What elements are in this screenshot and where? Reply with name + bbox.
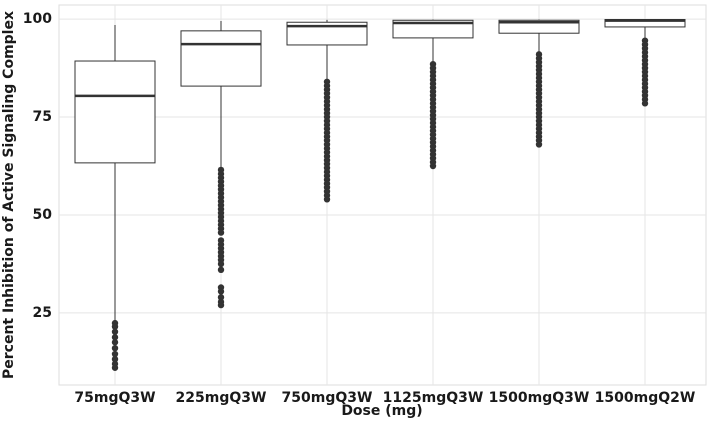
x-tick-label: 1500mgQ3W	[489, 390, 590, 406]
outlier	[111, 323, 119, 330]
panel	[58, 4, 707, 386]
outlier	[217, 260, 225, 268]
box	[74, 60, 156, 164]
box	[498, 19, 580, 34]
x-axis-label: Dose (mg)	[341, 403, 422, 419]
outlier	[217, 266, 225, 274]
outlier	[111, 328, 119, 335]
x-tick-label: 1125mgQ3W	[383, 390, 484, 406]
x-tick-label: 1500mgQ2W	[595, 390, 696, 406]
x-tick-label: 75mgQ3W	[74, 390, 155, 406]
y-tick-label: 50	[33, 207, 53, 223]
box	[180, 30, 262, 87]
outlier	[217, 229, 225, 236]
outlier	[217, 294, 225, 301]
outlier	[217, 301, 225, 309]
outlier	[111, 364, 119, 371]
outlier	[111, 350, 119, 358]
outlier	[217, 288, 225, 295]
outlier	[111, 344, 119, 352]
outlier	[429, 162, 437, 170]
box	[286, 21, 368, 46]
x-tick-label: 750mgQ3W	[282, 390, 373, 406]
y-tick-label: 100	[23, 11, 52, 27]
y-tick-label: 75	[33, 109, 52, 125]
outlier	[111, 355, 119, 363]
outlier	[535, 141, 543, 148]
y-axis-label: Percent Inhibition of Active Signaling C…	[1, 11, 17, 379]
outlier	[323, 196, 331, 203]
y-tick-label: 25	[33, 305, 52, 321]
outlier	[111, 334, 119, 341]
x-tick-label: 225mgQ3W	[176, 390, 267, 406]
box	[392, 19, 474, 39]
outlier	[641, 100, 649, 107]
outlier	[111, 339, 119, 346]
